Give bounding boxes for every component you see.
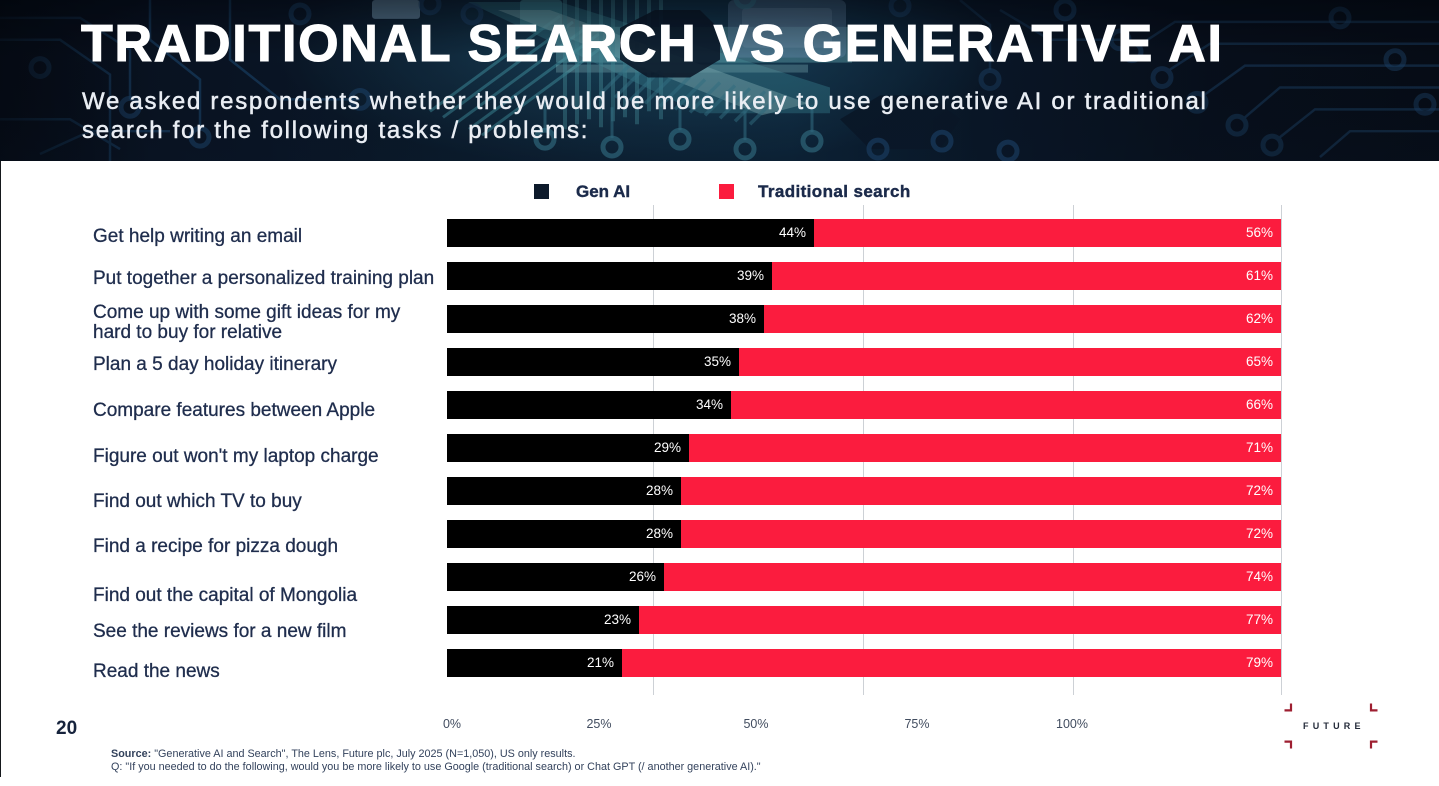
svg-text:FUTURE: FUTURE bbox=[1303, 721, 1365, 731]
